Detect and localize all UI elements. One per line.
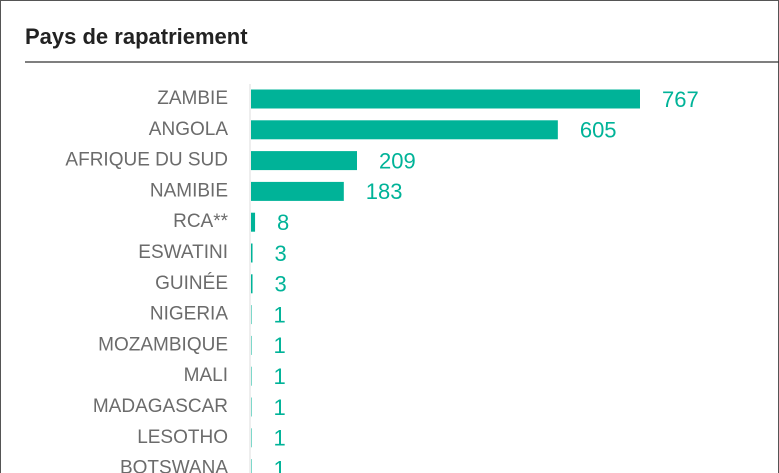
value-label: 1: [274, 395, 286, 420]
category-label: MALI: [184, 365, 228, 386]
bar: [251, 181, 344, 201]
bar: [251, 89, 640, 109]
value-label: 8: [277, 210, 289, 235]
bar: [251, 151, 357, 171]
category-label: ANGOLA: [149, 119, 229, 140]
category-label: ZAMBIE: [157, 88, 228, 109]
value-label: 1: [274, 364, 286, 389]
bar: [251, 335, 252, 355]
category-label: MOZAMBIQUE: [98, 334, 228, 355]
category-label: AFRIQUE DU SUD: [65, 150, 228, 171]
category-label: GUINÉE: [155, 273, 228, 294]
value-label: 1: [274, 456, 286, 473]
category-label: BOTSWANA: [120, 458, 228, 473]
bar: [251, 428, 252, 448]
value-label: 3: [275, 241, 287, 266]
value-label: 3: [275, 272, 287, 297]
bar: [251, 459, 252, 473]
value-label: 183: [366, 179, 403, 204]
category-label: ESWATINI: [138, 242, 228, 263]
bar: [251, 397, 252, 417]
bar: [251, 120, 558, 140]
value-label: 605: [580, 118, 617, 143]
category-label: NAMIBIE: [150, 180, 228, 201]
value-label: 1: [274, 426, 286, 451]
bar: [251, 274, 253, 294]
bar: [251, 212, 256, 232]
bar: [251, 366, 252, 386]
category-label: LESOTHO: [137, 427, 228, 448]
value-label: 767: [662, 87, 699, 112]
category-label: RCA**: [173, 211, 229, 232]
value-label: 1: [274, 302, 286, 327]
bar: [251, 305, 252, 325]
category-label: MADAGASCAR: [93, 396, 228, 417]
bar: [251, 243, 253, 263]
chart-title: Pays de rapatriement: [25, 24, 248, 49]
category-label: NIGERIA: [150, 304, 228, 325]
value-label: 209: [379, 148, 416, 173]
value-label: 1: [274, 333, 286, 358]
